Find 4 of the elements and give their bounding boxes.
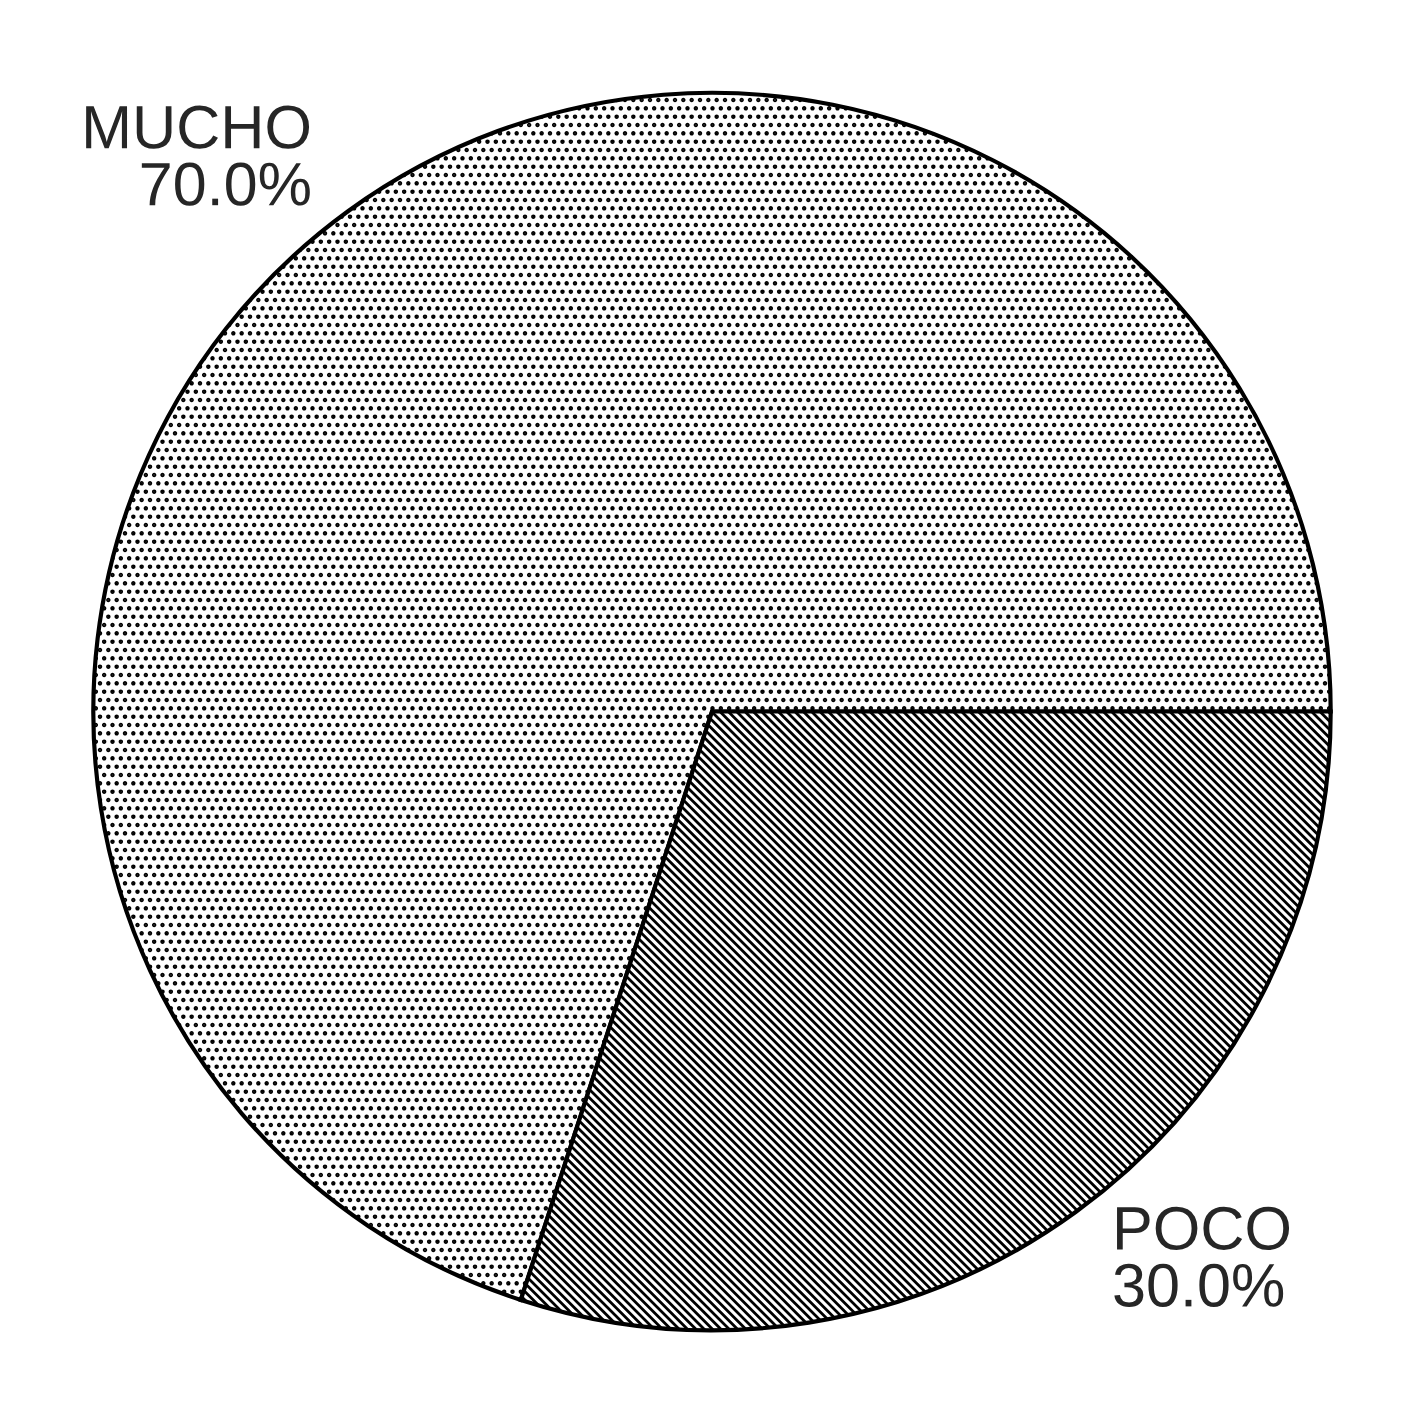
data-label: 30.0%: [1114, 1263, 1284, 1307]
slice-label: POCO: [1117, 1206, 1290, 1251]
data-label: 70.0%: [141, 162, 310, 206]
slice-label: MUCHO: [86, 105, 310, 149]
